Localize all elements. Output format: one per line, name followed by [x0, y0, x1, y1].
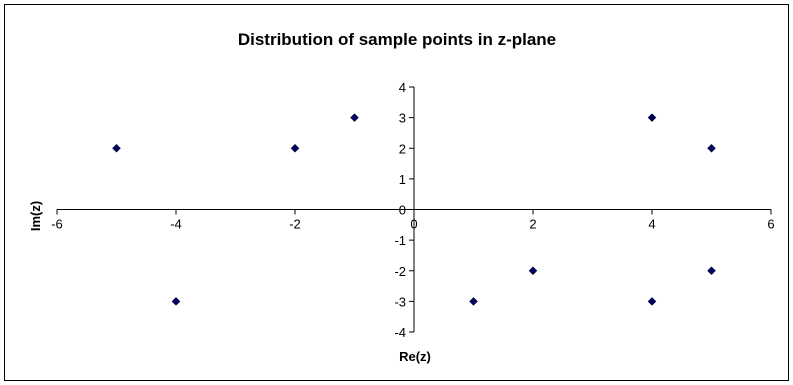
tick-labels: -6 -4 -2 0 2 4 6 -4 -3 -2 -1 0 1 2 3 4: [51, 80, 774, 340]
y-tick-label: 2: [399, 141, 406, 156]
x-axis-label: Re(z): [399, 349, 431, 364]
y-tick-label: -3: [394, 294, 406, 309]
data-point: [171, 297, 181, 306]
data-point: [350, 113, 359, 122]
chart-title: Distribution of sample points in z-plane: [238, 30, 556, 49]
data-point: [707, 143, 716, 153]
y-tick-label: 1: [399, 172, 406, 187]
data-point: [647, 113, 657, 122]
y-tick-label: -2: [394, 264, 406, 279]
y-tick-label: -4: [394, 325, 406, 340]
data-point: [528, 266, 538, 276]
data-point: [290, 143, 300, 153]
chart-area: Distribution of sample points in z-plane…: [4, 4, 789, 381]
data-point: [469, 297, 478, 306]
x-tick-label: -4: [170, 217, 182, 232]
x-tick-label: 0: [410, 217, 417, 232]
x-tick-label: 2: [529, 217, 536, 232]
x-tick-label: -6: [51, 217, 63, 232]
axes: [56, 86, 772, 333]
x-tick-label: 4: [648, 217, 655, 232]
scatter-plot: Distribution of sample points in z-plane…: [28, 30, 775, 364]
y-tick-label: -1: [394, 233, 406, 248]
data-point: [647, 297, 657, 306]
data-point: [707, 266, 716, 276]
data-points: [112, 113, 716, 306]
y-tick-label: 4: [399, 80, 406, 95]
y-tick-label: 3: [399, 111, 406, 126]
y-axis-label: Im(z): [28, 201, 43, 231]
x-tick-label: -2: [289, 217, 301, 232]
x-tick-label: 6: [767, 217, 774, 232]
data-point: [112, 143, 121, 153]
y-tick-label: 0: [399, 203, 406, 218]
